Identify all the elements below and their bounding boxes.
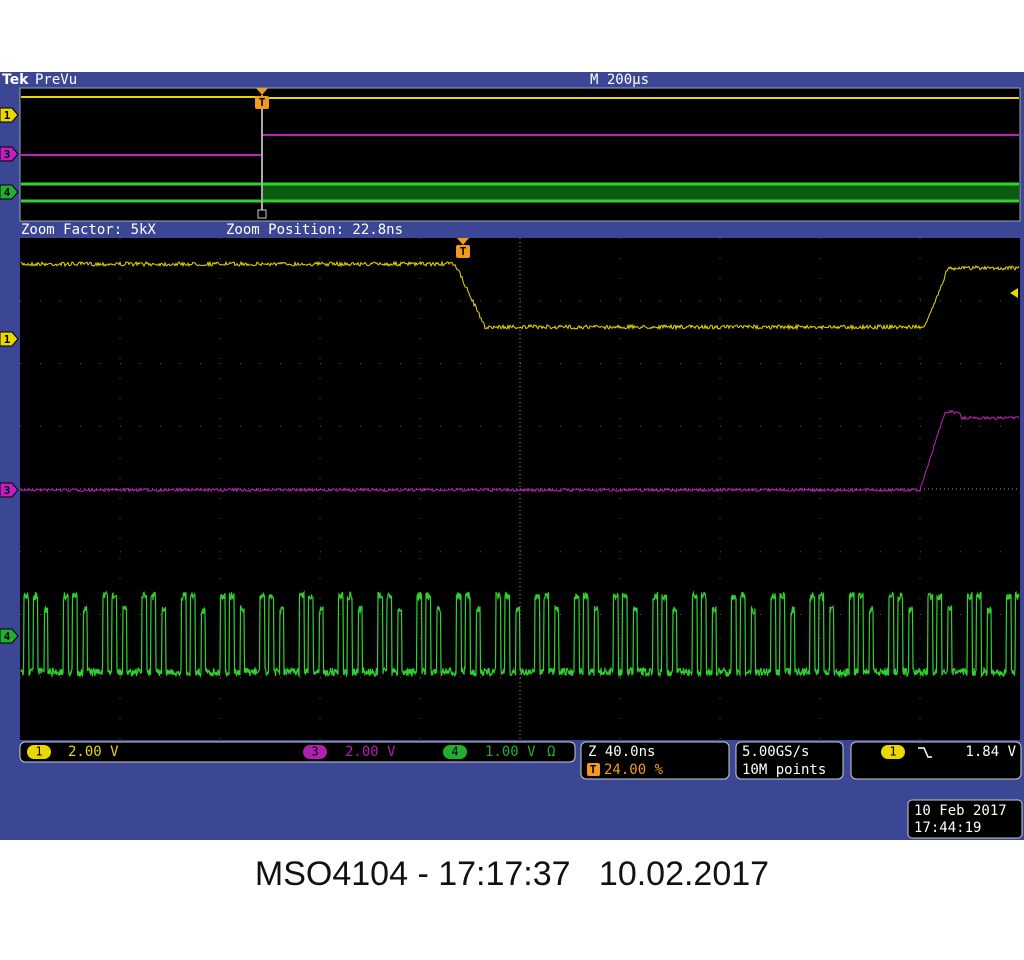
trigger-badge [456, 245, 470, 258]
zoom-factor: Zoom Factor: 5kX [21, 222, 156, 238]
channel-scale: 2.00 V [68, 744, 119, 760]
trigger-position: 24.00 % [604, 762, 664, 778]
date: 10 Feb 2017 [914, 803, 1007, 819]
zoom-position: Zoom Position: 22.8ns [226, 222, 403, 238]
trigger-pointer [256, 88, 268, 95]
record-length: 10M points [742, 762, 826, 778]
channel-badge [443, 745, 467, 759]
channel-marker-label: 3 [4, 148, 11, 161]
trigger-badge [255, 96, 269, 109]
trigger-icon: T [590, 763, 597, 776]
waveform [20, 260, 1020, 331]
waveform [21, 134, 1019, 156]
trigger-level-arrow [1010, 288, 1018, 298]
time: 17:44:19 [914, 820, 981, 836]
timebase: M 200µs [590, 72, 649, 88]
waveform [21, 182, 1019, 203]
trigger-channel: 1 [889, 745, 896, 759]
channel-marker-label: 4 [4, 630, 11, 643]
channel-marker-label: 4 [4, 186, 11, 199]
falling-edge-icon [918, 747, 932, 758]
zoom-box [257, 209, 267, 219]
channel-badge [881, 745, 905, 759]
overview-traces [21, 96, 1019, 203]
waveform [21, 96, 1019, 99]
clock-box [907, 799, 1023, 839]
channel-marker [0, 107, 19, 123]
channel-marker [0, 146, 19, 162]
sample-rate: 5.00GS/s [742, 744, 809, 760]
waveform [20, 409, 1020, 493]
zoom-scale: Z 40.0ns [588, 744, 655, 760]
channel-coupling: Ω [547, 744, 555, 760]
channel-marker-label: 1 [4, 333, 11, 346]
trigger-level: 1.84 V [965, 744, 1016, 760]
waveform [20, 590, 1020, 679]
caption: MSO4104 - 17:17:37 10.02.2017 [255, 855, 769, 893]
channel-number: 3 [311, 745, 318, 759]
channel-marker [0, 482, 19, 498]
trigger-marker: T [460, 245, 467, 258]
channel-marker [0, 331, 19, 347]
channel-number: 4 [451, 745, 458, 759]
main-traces [20, 260, 1020, 679]
acquisition-box [735, 741, 844, 780]
channel-badge [303, 745, 327, 759]
channel-scale: 1.00 V [485, 744, 536, 760]
channel-marker-label: 1 [4, 109, 11, 122]
channel-number: 1 [35, 745, 42, 759]
channel-marker-label: 3 [4, 484, 11, 497]
channel-markers: 1 3 4 1 3 4 [0, 107, 19, 644]
waveform-band [262, 184, 1019, 201]
brand: Tek [2, 72, 29, 88]
trigger-pointer [457, 238, 469, 245]
mode: PreVu [35, 72, 77, 88]
trigger-marker: T [259, 96, 266, 109]
channel-marker [0, 628, 19, 644]
channel-marker [0, 184, 19, 200]
zoom-readout-box [580, 741, 730, 780]
channel-scale: 2.00 V [345, 744, 396, 760]
channel-readout-box [19, 741, 576, 763]
trigger-badge [587, 763, 600, 776]
channel-badge [27, 745, 51, 759]
